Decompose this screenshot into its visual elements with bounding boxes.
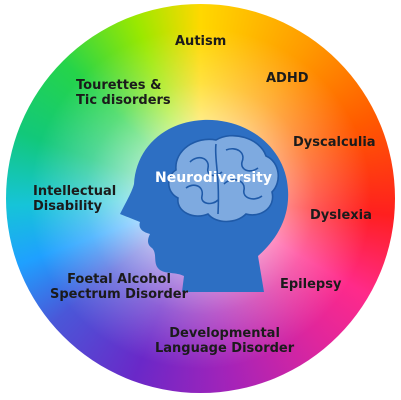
condition-label-epilepsy: Epilepsy [280, 277, 341, 292]
condition-label-line: Foetal Alcohol [67, 272, 171, 287]
condition-label-tourettes-tic-disorders: Tourettes & Tic disorders [76, 78, 171, 109]
condition-label-line: Tourettes & [76, 78, 162, 93]
condition-label-line: Dyslexia [310, 208, 372, 223]
center-label: Neurodiversity [155, 170, 272, 186]
condition-label-intellectual-disability: Intellectual Disability [33, 184, 116, 215]
condition-label-line: Developmental [169, 326, 280, 341]
condition-label-line: Epilepsy [280, 277, 342, 292]
condition-label-line: Autism [175, 34, 227, 49]
condition-label-line: Intellectual [33, 184, 117, 199]
condition-label-line: Dyscalculia [293, 135, 376, 150]
condition-label-line: Tic disorders [76, 93, 171, 109]
condition-label-autism: Autism [175, 34, 226, 49]
condition-label-dyslexia: Dyslexia [310, 208, 372, 223]
condition-label-adhd: ADHD [266, 71, 309, 86]
brain-icon [167, 134, 279, 223]
condition-label-line: ADHD [266, 71, 309, 86]
condition-label-line: Disability [33, 199, 103, 215]
human-head-profile-icon [120, 119, 289, 292]
condition-label-developmental-language-disorder: Developmental Language Disorder [155, 326, 294, 357]
condition-label-dyscalculia: Dyscalculia [293, 135, 376, 150]
condition-label-line: Spectrum Disorder [50, 287, 189, 303]
condition-label-foetal-alcohol-spectrum-disorder: Foetal Alcohol Spectrum Disorder [50, 272, 188, 303]
condition-label-line: Language Disorder [155, 341, 295, 357]
